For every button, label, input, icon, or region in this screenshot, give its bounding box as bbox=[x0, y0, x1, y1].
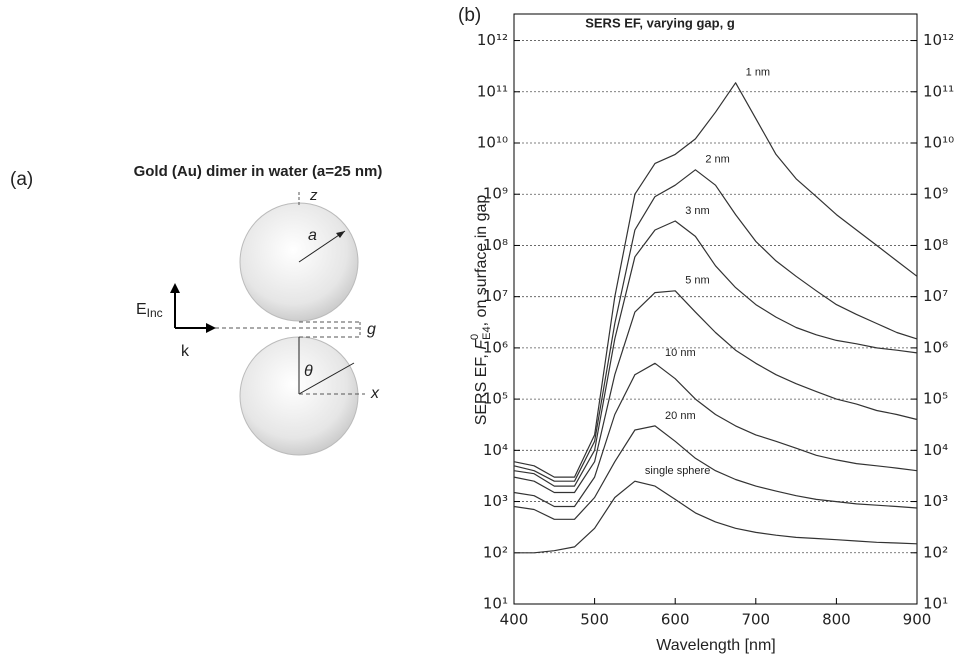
series-line bbox=[513, 220, 918, 487]
series-line bbox=[513, 82, 918, 478]
e-subscript: Inc bbox=[147, 306, 163, 320]
theta-label: θ bbox=[304, 363, 313, 380]
series-label: 20 nm bbox=[665, 410, 696, 422]
y-label-suffix: , on surface in gap bbox=[473, 195, 490, 327]
series-line bbox=[513, 362, 918, 508]
x-tick-label: 400 bbox=[500, 611, 529, 629]
x-tick-label: 600 bbox=[661, 611, 690, 629]
y-tick-label: 10⁵ bbox=[923, 390, 948, 408]
series-label: 1 nm bbox=[746, 67, 770, 79]
y-tick-label: 10¹ bbox=[923, 595, 948, 613]
panel-a: (a) Gold (Au) dimer in water (a=25 nm) z… bbox=[10, 163, 383, 456]
radius-arrow bbox=[336, 231, 345, 238]
radius bbox=[298, 230, 346, 263]
y-tick-label: 10⁸ bbox=[483, 236, 508, 254]
y-tick-label: 10⁷ bbox=[483, 287, 508, 305]
y-tick-label: 10¹ bbox=[483, 595, 508, 613]
y-tick-label: 10² bbox=[923, 543, 948, 561]
y-axis-label: SERS EF, F0E4, on surface in gap bbox=[469, 195, 493, 426]
y-tick-label: 10¹⁰ bbox=[923, 134, 954, 152]
y-label-symbol: F bbox=[473, 339, 490, 350]
series-line bbox=[514, 480, 918, 554]
panel-label: (b) bbox=[458, 5, 481, 26]
plot-frame bbox=[513, 13, 918, 605]
series-label: 3 nm bbox=[685, 205, 709, 217]
series-label: 2 nm bbox=[705, 154, 729, 166]
panel-b: (b) SERS EF, varying gap, g Wavelength [… bbox=[458, 5, 954, 654]
y-tick-label: 10¹¹ bbox=[923, 82, 954, 100]
series-line bbox=[513, 290, 918, 494]
y-tick-label: 10³ bbox=[483, 492, 508, 510]
x-label: x bbox=[370, 385, 380, 402]
series-label: 10 nm bbox=[665, 347, 696, 359]
y-tick-label: 10⁵ bbox=[483, 390, 508, 408]
y-tick-label: 10² bbox=[483, 543, 508, 561]
gap-label: g bbox=[367, 321, 376, 338]
diagram-title: Gold (Au) dimer in water (a=25 nm) bbox=[134, 163, 383, 180]
y-label-prefix: SERS EF, bbox=[473, 350, 490, 426]
x-tick-label: 700 bbox=[741, 611, 770, 629]
y-tick-label: 10⁷ bbox=[923, 287, 948, 305]
y-tick-label: 10⁸ bbox=[923, 236, 948, 254]
y-tick-label: 10⁶ bbox=[483, 338, 508, 356]
y-tick-label: 10⁹ bbox=[483, 185, 508, 203]
y-label-sub: E4 bbox=[481, 326, 493, 339]
e-arrowhead bbox=[170, 283, 180, 293]
series-label: 5 nm bbox=[685, 275, 709, 287]
x-tick-label: 500 bbox=[580, 611, 609, 629]
chart-title: SERS EF, varying gap, g bbox=[585, 15, 735, 30]
e-label: EInc bbox=[136, 301, 163, 320]
polar-radius bbox=[298, 362, 355, 395]
series-label: single sphere bbox=[645, 465, 710, 477]
x-tick-label: 800 bbox=[822, 611, 851, 629]
y-tick-label: 10⁴ bbox=[923, 441, 948, 459]
series-line bbox=[513, 425, 918, 520]
e-symbol: E bbox=[136, 301, 147, 318]
y-tick-label: 10⁴ bbox=[483, 441, 508, 459]
k-arrowhead bbox=[206, 323, 216, 333]
y-tick-label: 10¹² bbox=[923, 31, 954, 49]
y-tick-label: 10⁶ bbox=[923, 338, 948, 356]
radius-label: a bbox=[308, 227, 317, 244]
y-tick-label: 10³ bbox=[923, 492, 948, 510]
y-label-sup: 0 bbox=[469, 334, 481, 340]
z-label: z bbox=[309, 187, 318, 204]
panel-label: (a) bbox=[10, 169, 33, 190]
series-line bbox=[513, 169, 918, 482]
x-axis-label: Wavelength [nm] bbox=[656, 637, 775, 654]
y-tick-label: 10⁹ bbox=[923, 185, 948, 203]
k-label: k bbox=[181, 343, 190, 360]
y-tick-label: 10¹⁰ bbox=[477, 134, 508, 152]
x-tick-label: 900 bbox=[903, 611, 932, 629]
y-tick-label: 10¹¹ bbox=[477, 82, 508, 100]
y-tick-label: 10¹² bbox=[477, 31, 508, 49]
